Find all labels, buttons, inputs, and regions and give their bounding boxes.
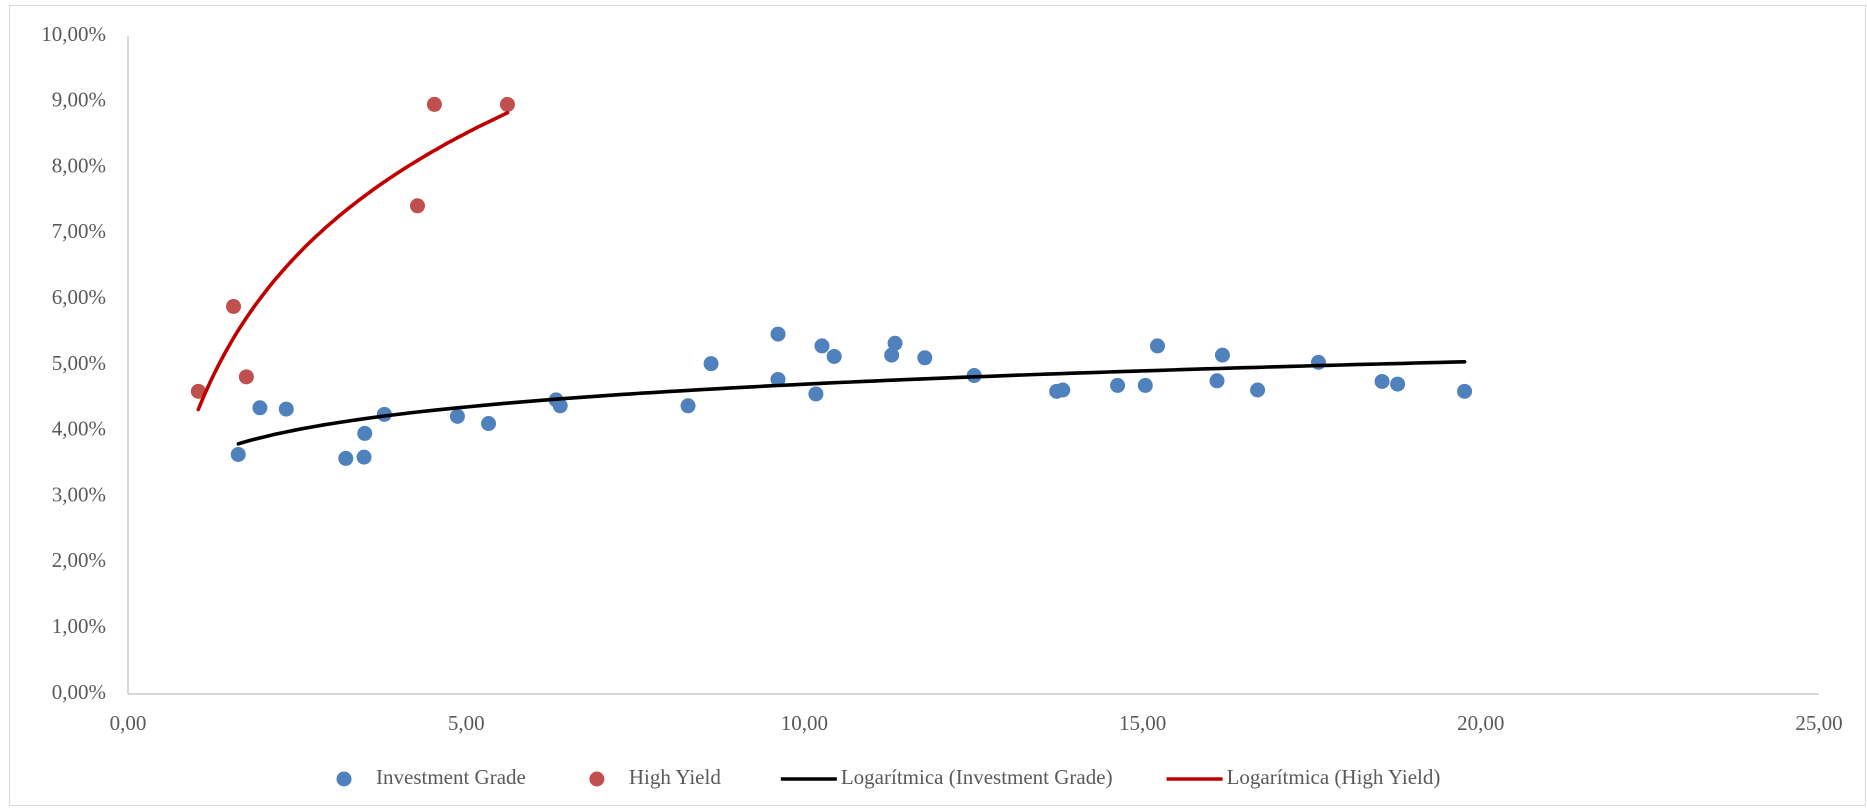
x-tick-label: 25,00 (1795, 711, 1842, 735)
legend-marker (336, 771, 352, 787)
legend-label: High Yield (629, 765, 721, 789)
point (1214, 347, 1230, 363)
x-tick-label: 5,00 (448, 711, 485, 735)
point (1390, 376, 1406, 392)
y-tick-label: 9,00% (52, 88, 106, 112)
y-tick-label: 1,00% (52, 614, 106, 638)
y-tick-label: 5,00% (52, 351, 106, 375)
point (703, 356, 719, 372)
point (190, 383, 206, 399)
y-tick-label: 7,00% (52, 219, 106, 243)
point (1310, 354, 1326, 370)
point (1055, 382, 1071, 398)
point (1457, 383, 1473, 399)
point (680, 398, 696, 414)
y-tick-label: 4,00% (52, 417, 106, 441)
legend-label: Investment Grade (376, 765, 526, 789)
point (338, 450, 354, 466)
y-tick-label: 6,00% (52, 285, 106, 309)
point (449, 408, 465, 424)
point (499, 96, 515, 112)
point (552, 398, 568, 414)
y-tick-label: 2,00% (52, 548, 106, 572)
legend-marker (589, 771, 605, 787)
x-tick-label: 15,00 (1119, 711, 1166, 735)
point (357, 425, 373, 441)
point (770, 371, 786, 387)
point (1110, 377, 1126, 393)
point (238, 369, 254, 385)
point (770, 326, 786, 342)
point (826, 348, 842, 364)
trend-line (196, 111, 510, 412)
legend-label: Logarítmica (High Yield) (1227, 765, 1441, 789)
point (481, 416, 497, 432)
point (230, 446, 246, 462)
y-tick-label: 10,00% (41, 22, 106, 46)
point (808, 386, 824, 402)
point (1250, 382, 1266, 398)
point (356, 449, 372, 465)
point (917, 350, 933, 366)
point (1149, 338, 1165, 354)
x-tick-label: 0,00 (110, 711, 147, 735)
point (252, 400, 268, 416)
point (409, 198, 425, 214)
y-tick-label: 8,00% (52, 153, 106, 177)
point (1209, 373, 1225, 389)
point (226, 298, 242, 314)
chart-border (9, 5, 1866, 806)
point (1137, 377, 1153, 393)
x-tick-label: 20,00 (1457, 711, 1504, 735)
point (814, 338, 830, 354)
trend-line (236, 360, 1467, 446)
y-tick-label: 0,00% (52, 680, 106, 704)
x-tick-label: 10,00 (781, 711, 828, 735)
point (426, 96, 442, 112)
legend-label: Logarítmica (Investment Grade) (841, 765, 1113, 789)
point (887, 335, 903, 351)
y-tick-label: 3,00% (52, 482, 106, 506)
point (884, 347, 900, 363)
point (1374, 373, 1390, 389)
point (278, 401, 294, 417)
